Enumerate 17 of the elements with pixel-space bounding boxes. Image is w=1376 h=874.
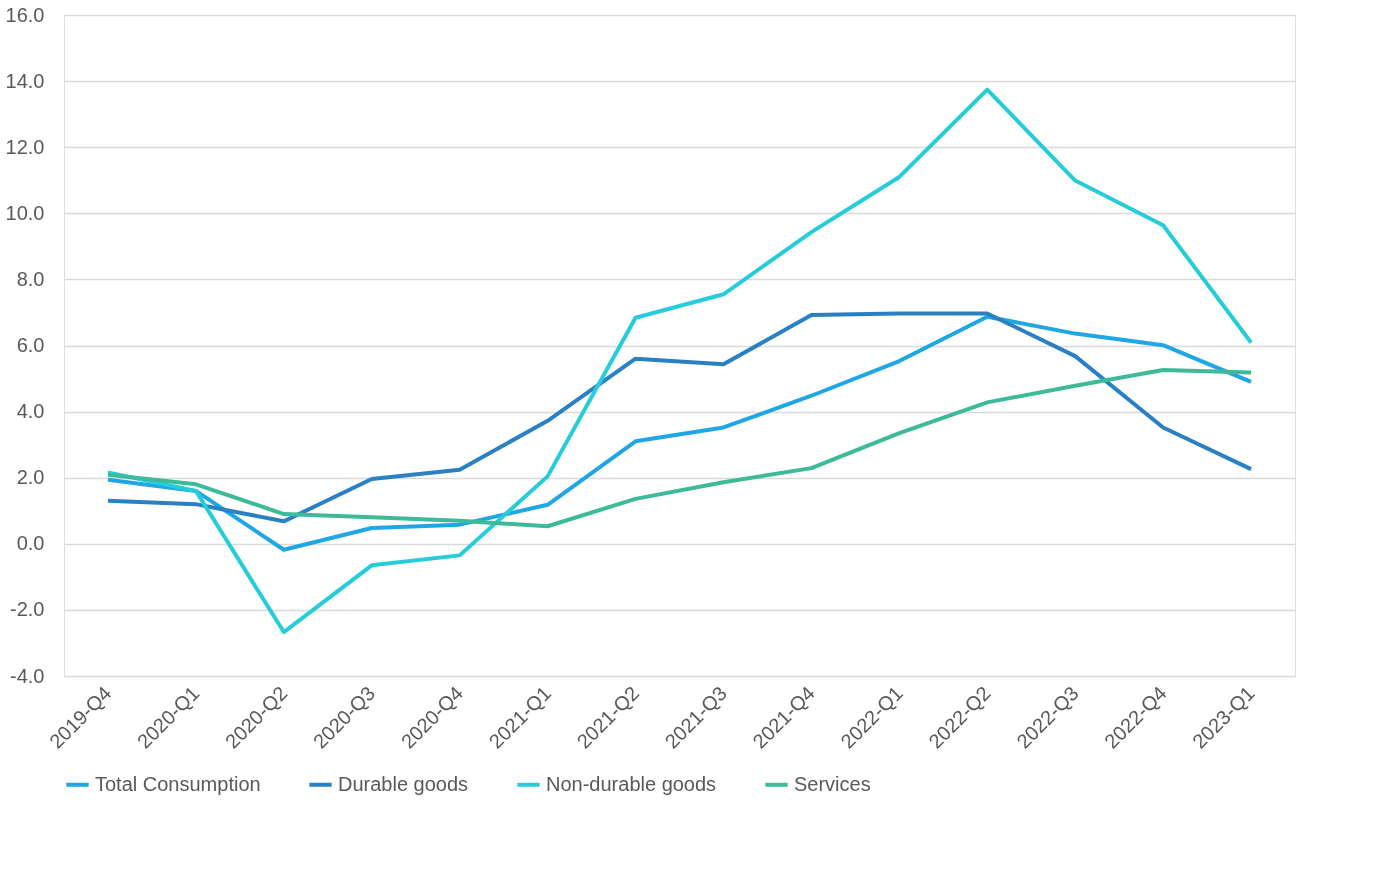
y-tick-label: 6.0 bbox=[16, 334, 45, 356]
legend-label: Services bbox=[794, 772, 871, 795]
y-tick-label: 16.0 bbox=[5, 3, 45, 26]
y-tick-label: 14.0 bbox=[5, 69, 45, 92]
legend-label: Durable goods bbox=[338, 772, 469, 795]
y-tick-label: 2.0 bbox=[16, 466, 45, 489]
line-series bbox=[105, 87, 1254, 635]
line-series bbox=[105, 367, 1254, 529]
y-tick-label: -2.0 bbox=[10, 598, 45, 621]
y-tick-label: 12.0 bbox=[5, 135, 45, 158]
y-tick-label: 8.0 bbox=[16, 267, 45, 290]
y-tick-label: 10.0 bbox=[5, 201, 45, 224]
y-tick-label: -4.0 bbox=[10, 664, 45, 687]
y-tick-label: 4.0 bbox=[16, 400, 45, 423]
legend-label: Total Consumption bbox=[95, 772, 261, 795]
y-tick-label: 0.0 bbox=[16, 532, 45, 555]
legend-label: Non-durable goods bbox=[546, 772, 717, 795]
